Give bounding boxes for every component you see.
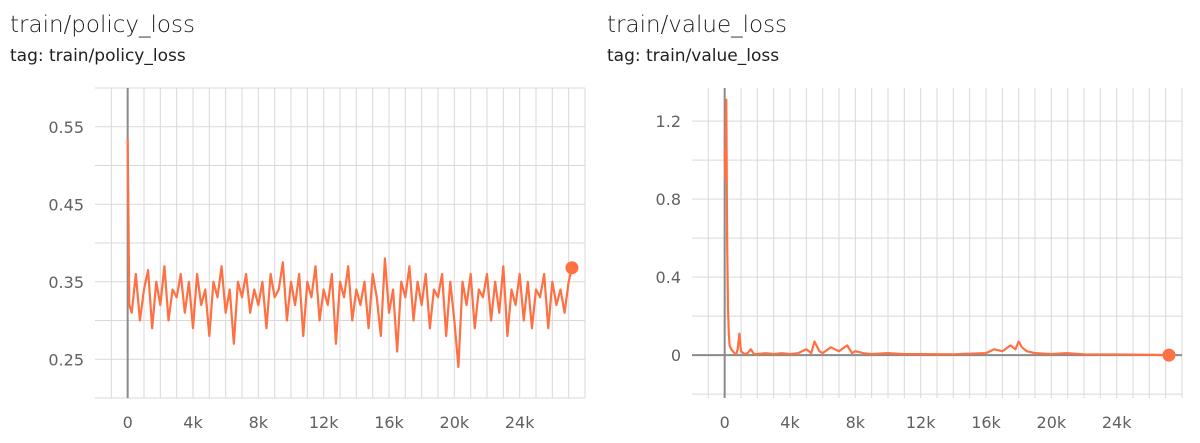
y-tick-label: 0.35 <box>48 273 84 292</box>
y-tick-label: 0.55 <box>48 118 84 137</box>
x-tick-label: 24k <box>1102 413 1132 432</box>
y-tick-label: 0.4 <box>656 268 681 287</box>
x-tick-label: 16k <box>971 413 1001 432</box>
y-tick-label: 1.2 <box>656 112 681 131</box>
x-tick-label: 4k <box>780 413 800 432</box>
chart-title: train/policy_loss <box>10 12 195 38</box>
x-tick-label: 4k <box>183 413 203 432</box>
x-tick-label: 24k <box>505 413 535 432</box>
grid <box>95 87 586 399</box>
series-line <box>126 138 574 369</box>
series-endpoint[interactable] <box>565 261 579 275</box>
chart-tag: tag: train/value_loss <box>607 46 780 66</box>
series-endpoint[interactable] <box>1162 348 1176 362</box>
x-tick-label: 16k <box>374 413 404 432</box>
x-tick-label: 8k <box>249 413 269 432</box>
x-tick-label: 20k <box>440 413 470 432</box>
chart-title: train/value_loss <box>607 12 788 38</box>
y-tick-label: 0.25 <box>48 350 84 369</box>
policy-loss-panel: train/policy_loss tag: train/policy_loss… <box>0 0 590 443</box>
value-loss-panel: train/value_loss tag: train/value_loss 0… <box>597 0 1187 443</box>
series-line <box>723 98 1169 357</box>
x-tick-label: 12k <box>906 413 936 432</box>
policy-loss-chart[interactable]: 0.25 0.35 0.45 0.55 0 4k 8k 12k 16k 20k 24k <box>0 0 590 443</box>
x-tick-label: 8k <box>846 413 866 432</box>
x-tick-label: 20k <box>1037 413 1067 432</box>
x-tick-label: 0 <box>123 413 133 432</box>
y-tick-label: 0 <box>671 346 681 365</box>
y-tick-label: 0.45 <box>48 195 84 214</box>
grid <box>692 88 1183 398</box>
y-tick-label: 0.8 <box>656 190 681 209</box>
value-loss-chart[interactable]: 0 0.4 0.8 1.2 0 4k 8k 12k 16k 20k 24k <box>597 0 1187 443</box>
x-tick-label: 12k <box>309 413 339 432</box>
chart-tag: tag: train/policy_loss <box>10 46 186 66</box>
x-tick-label: 0 <box>720 413 730 432</box>
